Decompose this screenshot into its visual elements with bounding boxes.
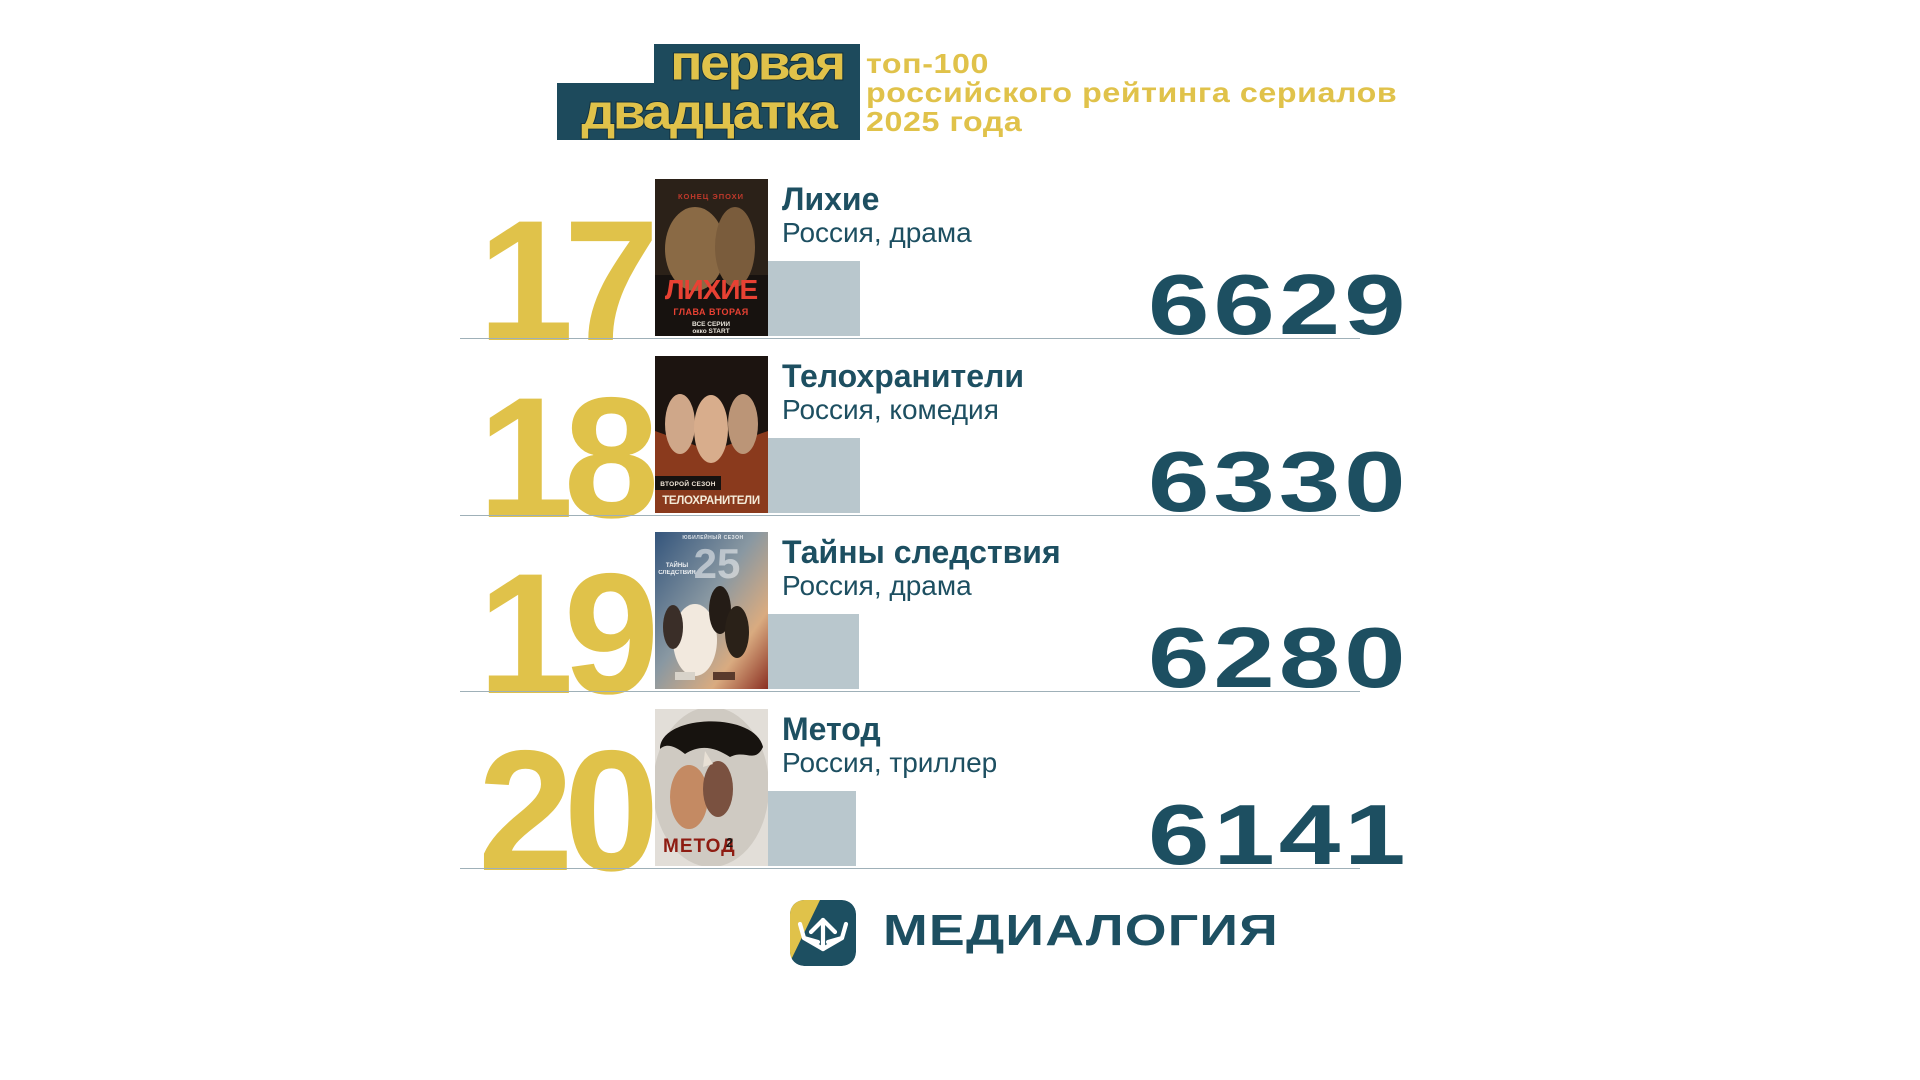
- svg-text:ЛИХИЕ: ЛИХИЕ: [665, 274, 758, 305]
- svg-text:ВСЕ СЕРИИ: ВСЕ СЕРИИ: [692, 321, 730, 328]
- svg-text:СЛЕДСТВИЯ: СЛЕДСТВИЯ: [658, 570, 695, 576]
- svg-text:МЕТОД: МЕТОД: [663, 836, 736, 857]
- svg-text:окко START: окко START: [692, 328, 729, 335]
- svg-text:ГЛАВА ВТОРАЯ: ГЛАВА ВТОРАЯ: [673, 307, 748, 317]
- svg-text:КОНЕЦ ЭПОХИ: КОНЕЦ ЭПОХИ: [678, 192, 744, 201]
- svg-text:ТАЙНЫ: ТАЙНЫ: [666, 561, 688, 569]
- svg-text:25: 25: [694, 540, 741, 587]
- svg-text:ТЕЛОХРАНИТЕЛИ: ТЕЛОХРАНИТЕЛИ: [662, 495, 760, 507]
- svg-text:ВТОРОЙ СЕЗОН: ВТОРОЙ СЕЗОН: [660, 479, 715, 488]
- svg-text:2: 2: [726, 835, 733, 850]
